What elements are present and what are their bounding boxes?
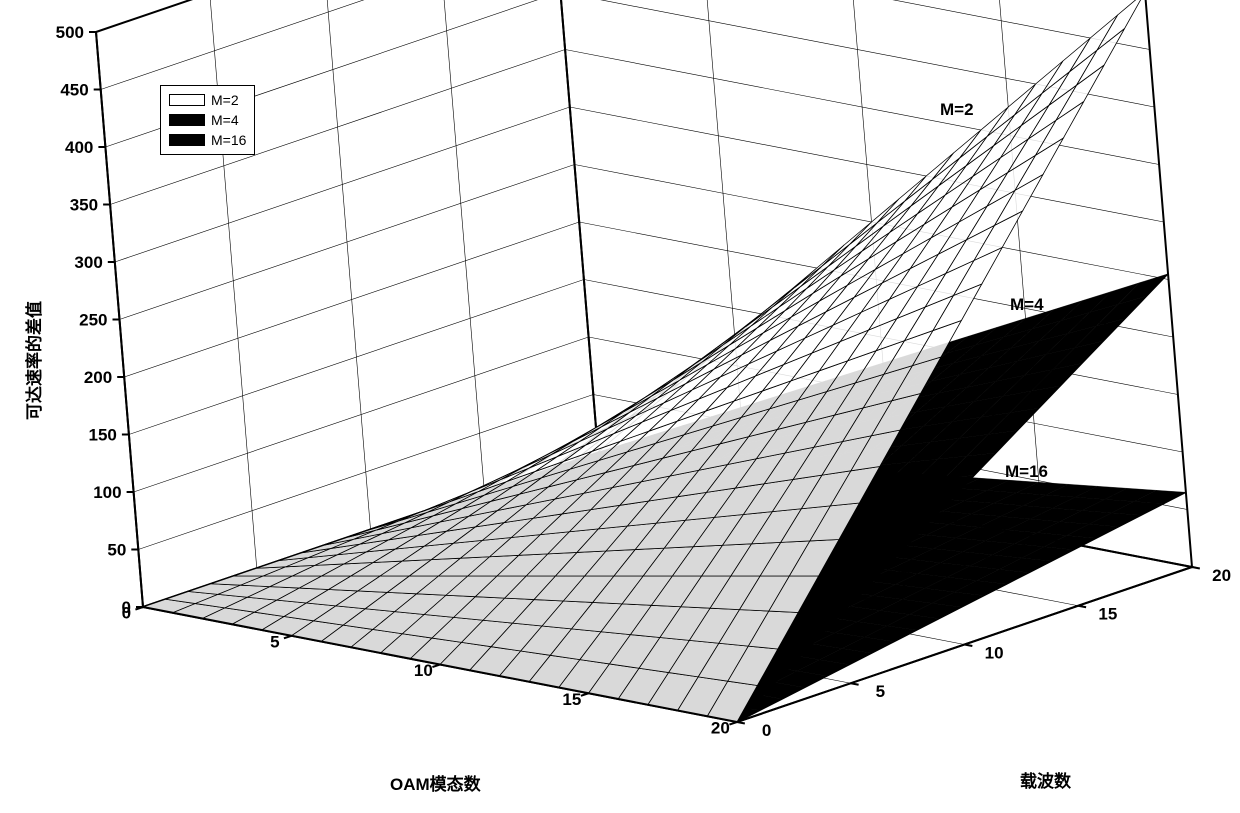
chart-container: 0501001502002503003504004505000510152005…	[0, 0, 1240, 808]
svg-text:10: 10	[985, 643, 1004, 662]
svg-text:150: 150	[89, 426, 117, 445]
legend-item: M=16	[169, 130, 246, 150]
svg-text:5: 5	[270, 632, 279, 651]
legend-label: M=4	[211, 112, 239, 128]
svg-text:15: 15	[1098, 605, 1117, 624]
legend: M=2 M=4 M=16	[160, 85, 255, 155]
y-axis-label: 载波数	[1020, 767, 1071, 792]
svg-text:15: 15	[562, 690, 581, 709]
svg-text:250: 250	[79, 311, 107, 330]
svg-text:50: 50	[107, 541, 126, 560]
surface-annotation-m4: M=4	[1010, 295, 1044, 315]
legend-item: M=2	[169, 90, 246, 110]
svg-text:350: 350	[70, 196, 98, 215]
svg-text:5: 5	[876, 682, 885, 701]
svg-text:0: 0	[122, 604, 131, 623]
legend-swatch-m4	[169, 114, 205, 126]
svg-text:300: 300	[74, 253, 102, 272]
surface-annotation-m16: M=16	[1005, 462, 1048, 482]
svg-text:400: 400	[65, 138, 93, 157]
legend-label: M=16	[211, 132, 246, 148]
svg-text:20: 20	[1212, 566, 1231, 585]
legend-swatch-m2	[169, 94, 205, 106]
legend-item: M=4	[169, 110, 246, 130]
svg-text:0: 0	[762, 721, 771, 740]
svg-text:450: 450	[60, 81, 88, 100]
legend-swatch-m16	[169, 134, 205, 146]
x-axis-label: OAM模态数	[390, 770, 481, 795]
svg-text:10: 10	[414, 661, 433, 680]
legend-label: M=2	[211, 92, 239, 108]
surface-annotation-m2: M=2	[940, 100, 974, 120]
svg-text:500: 500	[56, 23, 84, 42]
svg-text:20: 20	[711, 719, 730, 738]
z-axis-label: 可达速率的差值	[20, 301, 45, 420]
surfaces	[143, 0, 1186, 722]
svg-text:100: 100	[93, 483, 121, 502]
svg-text:200: 200	[84, 368, 112, 387]
